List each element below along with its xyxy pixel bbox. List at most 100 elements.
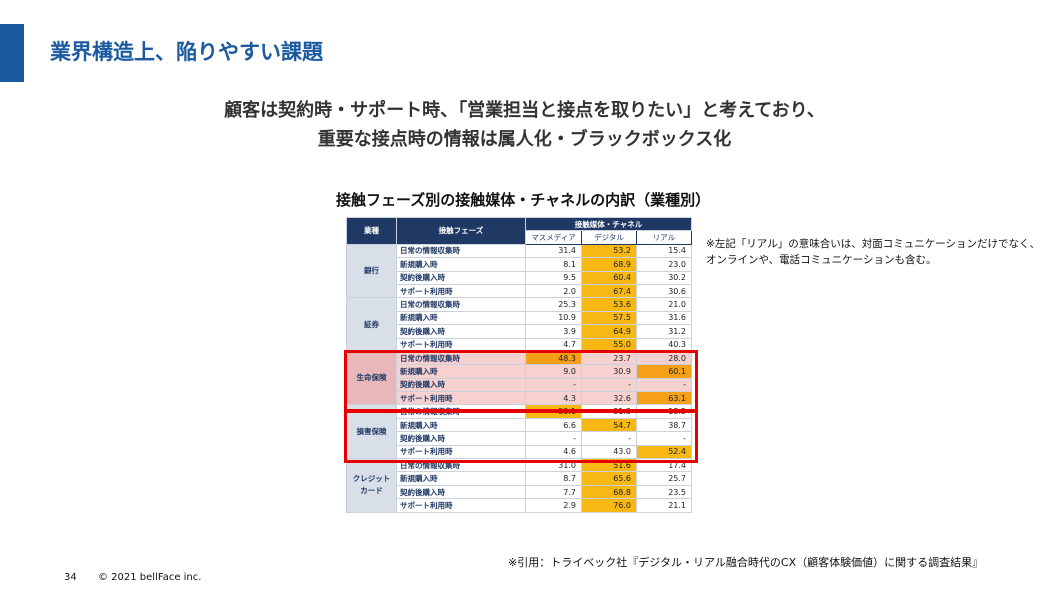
real-value-cell: 23.0: [636, 257, 692, 272]
table-row: サポート利用時 4.3 32.6 63.1: [347, 391, 692, 406]
table-row: 証券 日常の情報収集時 25.3 53.6 21.0: [346, 297, 692, 352]
phase-cell: 契約後購入時: [396, 377, 526, 393]
table-row: 新規購入時 9.0 30.9 60.1: [347, 364, 692, 379]
mass-value-cell: 2.9: [525, 498, 582, 513]
headline-line-2: 重要な接点時の情報は属人化・ブラックボックス化: [317, 129, 732, 150]
digital-value-cell: -: [581, 377, 637, 393]
mass-value-cell: 4.3: [525, 391, 582, 406]
header-phase: 接触フェーズ: [396, 217, 526, 245]
real-value-cell: -: [636, 377, 692, 393]
real-value-cell: 25.7: [636, 471, 692, 486]
page-number: 34: [64, 572, 77, 583]
table-row: 契約後購入時 - - -: [347, 431, 692, 446]
header-real: リアル: [636, 230, 692, 245]
table-row: 契約後購入時 9.5 60.4 30.2: [347, 270, 692, 285]
mass-value-cell: 9.5: [525, 270, 582, 285]
real-value-cell: 31.6: [636, 310, 692, 326]
phase-cell: 新規購入時: [396, 364, 526, 379]
mass-value-cell: 31.4: [525, 243, 582, 259]
digital-value-cell: 76.0: [581, 498, 637, 513]
mass-value-cell: 3.9: [525, 324, 582, 339]
real-value-cell: 38.7: [636, 417, 692, 433]
mass-value-cell: 4.6: [525, 444, 582, 460]
mass-value-cell: 50.1: [525, 404, 582, 419]
digital-value-cell: 53.6: [581, 297, 637, 312]
real-value-cell: 18.5: [636, 404, 692, 419]
table-row: 契約後購入時 3.9 64.9 31.2: [347, 324, 692, 339]
copyright-text: © 2021 bellFace inc.: [98, 572, 202, 583]
phase-cell: 契約後購入時: [396, 484, 526, 500]
real-value-cell: 40.3: [636, 337, 692, 352]
table-row: 新規購入時 6.6 54.7 38.7: [347, 417, 692, 433]
header-mass-media: マスメディア: [525, 230, 582, 245]
headline-line-1: 顧客は契約時・サポート時、「営業担当と接点を取りたい」と考えており、: [224, 100, 825, 121]
table-title: 接触フェーズ別の接触媒体・チャネルの内訳（業種別）: [336, 191, 711, 209]
phase-cell: 新規購入時: [396, 471, 526, 486]
phase-cell: サポート利用時: [396, 498, 526, 513]
table-row: サポート利用時 4.7 55.0 40.3: [347, 337, 692, 352]
table-row: 新規購入時 8.1 68.9 23.0: [347, 257, 692, 272]
real-value-cell: 52.4: [636, 444, 692, 460]
real-value-cell: 28.0: [636, 350, 692, 366]
mass-value-cell: 48.3: [525, 350, 582, 366]
mass-value-cell: 10.9: [525, 310, 582, 326]
table-row: クレジット カード 日常の情報収集時 31.0 51.6 17.4: [346, 458, 692, 513]
digital-value-cell: 54.7: [581, 417, 637, 433]
real-value-cell: 21.0: [636, 297, 692, 312]
digital-value-cell: 51.6: [581, 458, 637, 473]
header-industry: 業種: [346, 217, 397, 245]
digital-value-cell: 53.2: [581, 243, 637, 259]
digital-value-cell: 43.0: [581, 444, 637, 460]
phase-cell: 新規購入時: [396, 417, 526, 433]
table-row: 新規購入時 10.9 57.5 31.6: [347, 310, 692, 326]
table-row: サポート利用時 2.0 67.4 30.6: [347, 283, 692, 299]
industry-cell: クレジット カード: [346, 458, 397, 513]
industry-cell: 銀行: [346, 243, 397, 299]
phase-cell: 新規購入時: [396, 257, 526, 272]
mass-value-cell: 4.7: [525, 337, 582, 352]
channel-breakdown-table: 業種 接触フェーズ 接触媒体・チャネル マスメディア デジタル リアル 銀行 日常…: [346, 216, 692, 513]
digital-value-cell: 64.9: [581, 324, 637, 339]
source-citation: ※引用：トライベック社『デジタル・リアル融合時代のCX（顧客体験価値）に関する調…: [508, 556, 984, 569]
real-value-cell: 30.6: [636, 283, 692, 299]
table-row: 銀行 日常の情報収集時 31.4 53.2 15.4: [346, 243, 692, 299]
table-row: 損害保険 日常の情報収集時 50.1 31.3 18.5: [346, 404, 692, 460]
table-row: サポート利用時 2.9 76.0 21.1: [347, 498, 692, 513]
industry-cell: 損害保険: [346, 404, 397, 460]
digital-value-cell: -: [581, 431, 637, 446]
phase-cell: サポート利用時: [396, 337, 526, 352]
mass-value-cell: -: [525, 377, 582, 393]
mass-value-cell: 9.0: [525, 364, 582, 379]
phase-cell: サポート利用時: [396, 444, 526, 460]
real-value-cell: 15.4: [636, 243, 692, 259]
phase-cell: 日常の情報収集時: [396, 243, 526, 259]
mass-value-cell: 25.3: [525, 297, 582, 312]
header-channel-group: 接触媒体・チャネル: [525, 216, 692, 232]
mass-value-cell: 6.6: [525, 417, 582, 433]
phase-cell: 契約後購入時: [396, 270, 526, 285]
phase-cell: 日常の情報収集時: [396, 458, 526, 473]
phase-cell: 日常の情報収集時: [396, 297, 526, 312]
table-row: 新規購入時 8.7 65.6 25.7: [347, 471, 692, 486]
real-value-cell: 17.4: [636, 458, 692, 473]
real-value-cell: 31.2: [636, 324, 692, 339]
phase-cell: 新規購入時: [396, 310, 526, 326]
real-value-cell: 60.1: [636, 364, 692, 379]
title-accent-bar: [0, 24, 24, 82]
industry-cell: 生命保険: [346, 350, 397, 406]
phase-cell: サポート利用時: [396, 283, 526, 299]
digital-value-cell: 60.4: [581, 270, 637, 285]
digital-value-cell: 57.5: [581, 310, 637, 326]
industry-cell: 証券: [346, 297, 397, 352]
header-digital: デジタル: [581, 230, 637, 245]
real-value-cell: 21.1: [636, 498, 692, 513]
slide-title: 業界構造上、陥りやすい課題: [50, 40, 323, 64]
real-channel-note: ※左記「リアル」の意味合いは、対面コミュニケーションだけでなく、オンラインや、電…: [706, 238, 1040, 266]
digital-value-cell: 68.9: [581, 257, 637, 272]
digital-value-cell: 55.0: [581, 337, 637, 352]
phase-cell: 日常の情報収集時: [396, 404, 526, 419]
digital-value-cell: 31.3: [581, 404, 637, 419]
table-row: 契約後購入時 - - -: [347, 377, 692, 393]
real-value-cell: 23.5: [636, 484, 692, 500]
mass-value-cell: -: [525, 431, 582, 446]
